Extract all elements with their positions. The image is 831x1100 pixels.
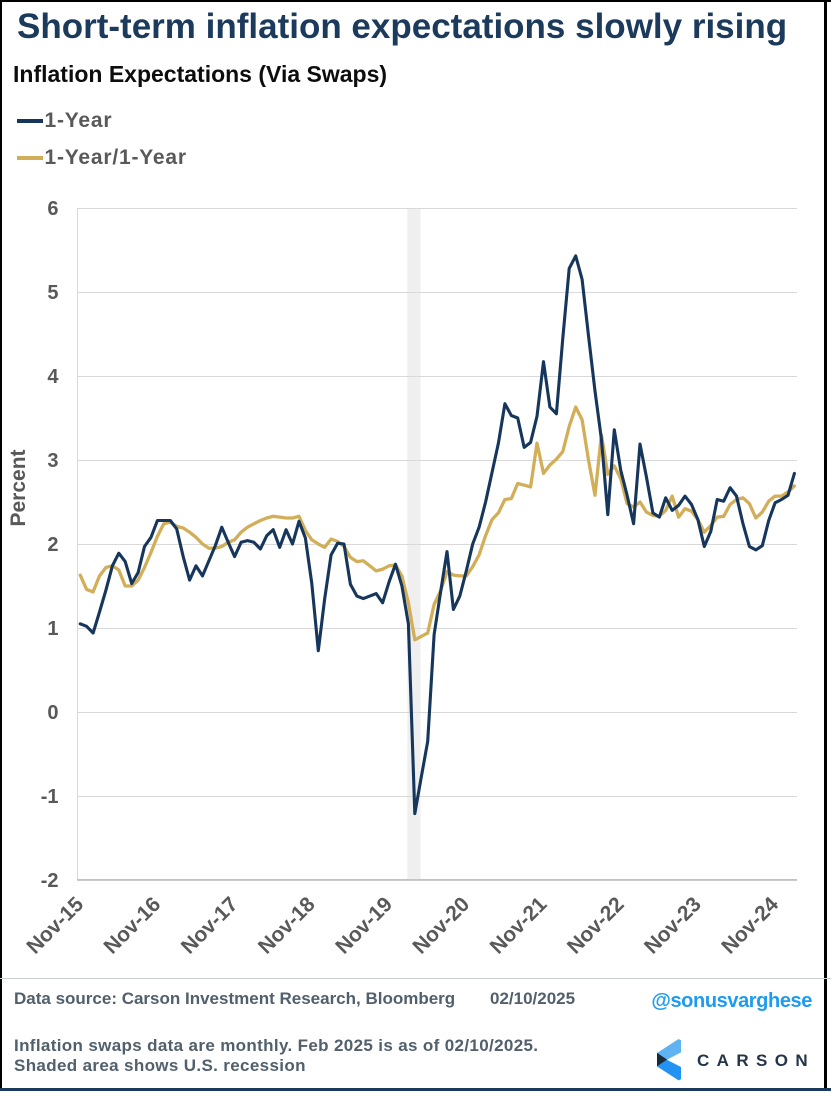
svg-text:Nov-20: Nov-20: [408, 893, 474, 959]
svg-text:6: 6: [47, 198, 58, 220]
svg-text:Nov-16: Nov-16: [100, 893, 166, 959]
svg-text:Nov-19: Nov-19: [331, 893, 397, 959]
svg-text:-1: -1: [41, 786, 59, 808]
svg-text:3: 3: [47, 450, 58, 472]
svg-text:-2: -2: [41, 870, 59, 892]
svg-text:Nov-23: Nov-23: [640, 893, 706, 959]
svg-text:Nov-21: Nov-21: [486, 893, 552, 959]
svg-text:0: 0: [47, 702, 58, 724]
svg-text:4: 4: [47, 366, 59, 388]
svg-text:2: 2: [47, 534, 58, 556]
svg-text:Nov-15: Nov-15: [22, 893, 88, 959]
svg-text:Nov-18: Nov-18: [254, 893, 320, 959]
svg-text:1: 1: [47, 618, 58, 640]
svg-text:Nov-22: Nov-22: [563, 893, 629, 959]
svg-text:5: 5: [47, 282, 58, 304]
svg-text:Nov-24: Nov-24: [717, 893, 783, 959]
svg-text:Nov-17: Nov-17: [177, 893, 243, 959]
svg-text:Percent: Percent: [7, 449, 30, 526]
